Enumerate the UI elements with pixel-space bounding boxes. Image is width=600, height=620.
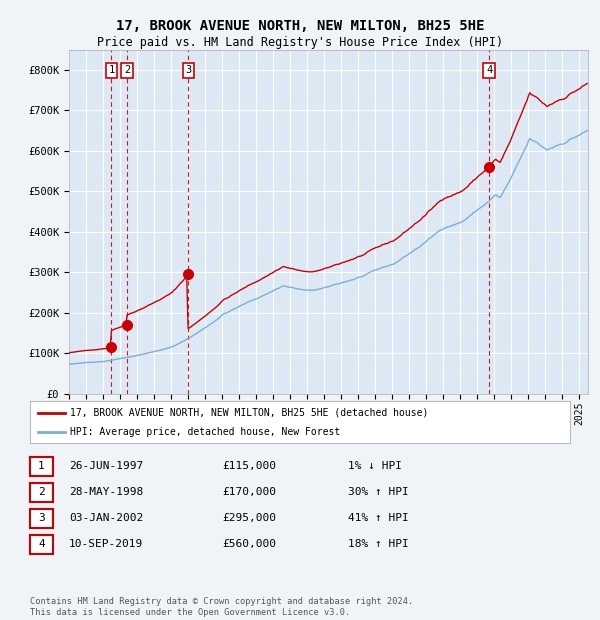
Text: 4: 4 [38,539,45,549]
Text: £295,000: £295,000 [222,513,276,523]
Text: 26-JUN-1997: 26-JUN-1997 [69,461,143,471]
Text: 41% ↑ HPI: 41% ↑ HPI [348,513,409,523]
Text: 1% ↓ HPI: 1% ↓ HPI [348,461,402,471]
Text: 28-MAY-1998: 28-MAY-1998 [69,487,143,497]
Text: 10-SEP-2019: 10-SEP-2019 [69,539,143,549]
Text: 18% ↑ HPI: 18% ↑ HPI [348,539,409,549]
Text: 4: 4 [486,65,492,75]
Text: 3: 3 [38,513,45,523]
Text: £170,000: £170,000 [222,487,276,497]
Text: 1: 1 [38,461,45,471]
Text: 1: 1 [108,65,115,75]
Text: 2: 2 [38,487,45,497]
Text: 17, BROOK AVENUE NORTH, NEW MILTON, BH25 5HE (detached house): 17, BROOK AVENUE NORTH, NEW MILTON, BH25… [71,407,429,417]
Text: £115,000: £115,000 [222,461,276,471]
Text: HPI: Average price, detached house, New Forest: HPI: Average price, detached house, New … [71,427,341,437]
Text: 3: 3 [185,65,191,75]
Text: 30% ↑ HPI: 30% ↑ HPI [348,487,409,497]
Text: Price paid vs. HM Land Registry's House Price Index (HPI): Price paid vs. HM Land Registry's House … [97,36,503,48]
Text: 03-JAN-2002: 03-JAN-2002 [69,513,143,523]
Text: £560,000: £560,000 [222,539,276,549]
Text: Contains HM Land Registry data © Crown copyright and database right 2024.
This d: Contains HM Land Registry data © Crown c… [30,598,413,617]
Text: 17, BROOK AVENUE NORTH, NEW MILTON, BH25 5HE: 17, BROOK AVENUE NORTH, NEW MILTON, BH25… [116,19,484,33]
Text: 2: 2 [124,65,130,75]
